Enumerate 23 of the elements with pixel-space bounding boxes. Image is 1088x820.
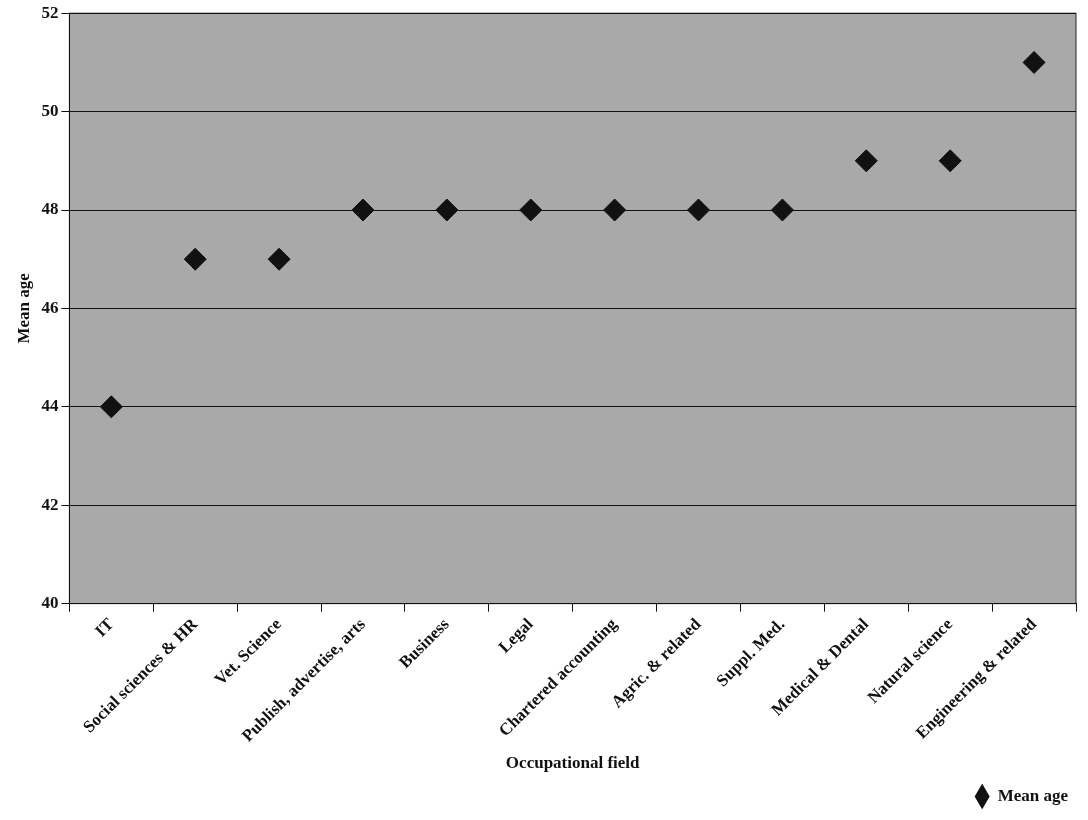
y-axis-title: Mean age <box>13 272 33 344</box>
point <box>99 395 123 419</box>
legend-label: Mean age <box>997 785 1069 805</box>
point <box>938 149 962 173</box>
point <box>854 149 878 173</box>
point <box>183 247 207 271</box>
point <box>770 198 794 222</box>
point <box>351 198 375 222</box>
point <box>267 247 291 271</box>
x-axis-title: Occupational field <box>505 753 641 773</box>
y-tick-label: 44 <box>41 396 59 416</box>
point <box>1022 50 1046 74</box>
y-tick-label: 50 <box>41 101 59 120</box>
y-tick-label: 40 <box>41 593 59 613</box>
y-tick-label: 42 <box>41 494 59 514</box>
point <box>687 198 711 222</box>
point <box>519 198 543 222</box>
x-tick-label: IT <box>91 613 118 641</box>
y-tick-label: 46 <box>41 297 59 317</box>
point <box>435 198 459 222</box>
y-tick-label: 52 <box>41 2 59 22</box>
y-tick-label: 48 <box>41 199 59 219</box>
point <box>603 198 627 222</box>
